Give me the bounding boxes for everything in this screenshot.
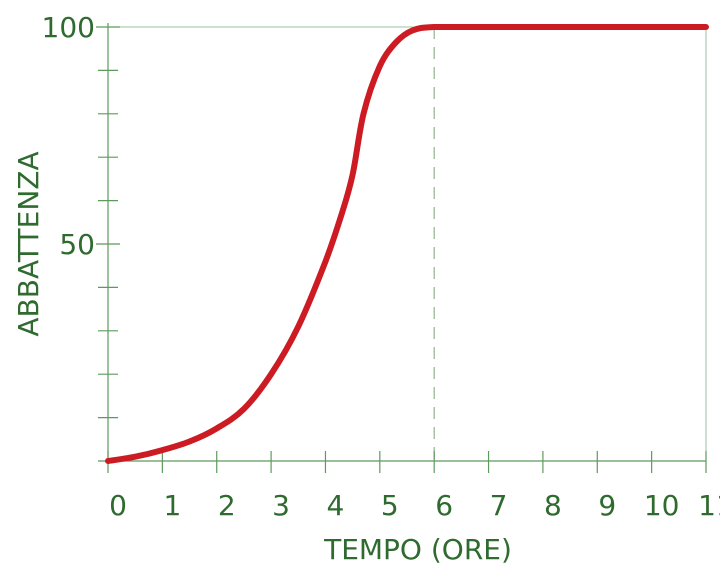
reference-lines: [108, 26, 707, 461]
x-tick-label-2: 2: [218, 489, 236, 522]
x-tick-label-8: 8: [544, 489, 562, 522]
x-tick-label-11: 11: [698, 489, 720, 522]
x-tick-label-1: 1: [163, 489, 181, 522]
x-tick-label-0: 0: [109, 489, 127, 522]
series-line-0: [105, 23, 709, 464]
x-tick-label-3: 3: [272, 489, 290, 522]
series-layer: [105, 23, 709, 464]
x-tick-label-10: 10: [644, 489, 680, 522]
x-tick-label-6: 6: [435, 489, 453, 522]
y-axis-title: ABBATTENZA: [12, 151, 45, 336]
x-axis-title: TEMPO (ORE): [323, 533, 512, 563]
ticks: [96, 26, 707, 473]
x-tick-label-7: 7: [490, 489, 508, 522]
x-tick-label-5: 5: [381, 489, 399, 522]
tick-labels: 0 1 2 3 4 5 6 7 8 9 10 11 50 100: [42, 11, 720, 522]
axes: [98, 23, 706, 462]
x-tick-label-9: 9: [598, 489, 616, 522]
y-tick-label-100: 100: [42, 11, 95, 44]
y-tick-label-50: 50: [59, 228, 95, 261]
x-tick-label-4: 4: [327, 489, 345, 522]
